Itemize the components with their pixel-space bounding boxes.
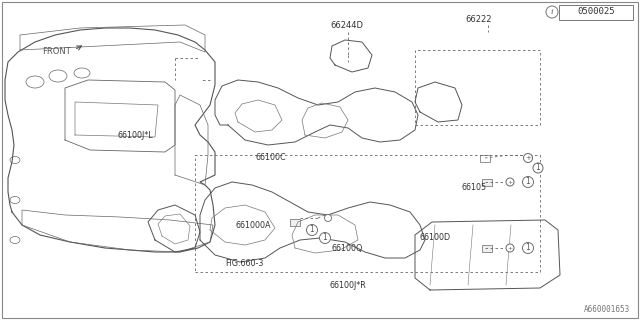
Ellipse shape [74, 68, 90, 78]
Text: 66222: 66222 [465, 15, 492, 25]
Circle shape [522, 177, 534, 188]
Text: 66244D: 66244D [330, 20, 363, 29]
Circle shape [546, 6, 558, 18]
Text: 66105: 66105 [462, 183, 487, 193]
Text: 66100D: 66100D [420, 233, 451, 242]
Circle shape [533, 163, 543, 173]
Circle shape [324, 214, 332, 221]
Ellipse shape [10, 236, 20, 244]
Text: FRONT: FRONT [42, 47, 71, 57]
Text: 1: 1 [536, 164, 540, 172]
FancyBboxPatch shape [559, 5, 633, 20]
Ellipse shape [10, 156, 20, 164]
Bar [480, 155, 490, 162]
Circle shape [307, 225, 317, 236]
Text: 66100C: 66100C [255, 153, 285, 162]
Circle shape [506, 244, 514, 252]
Text: i: i [550, 8, 554, 16]
Text: 0500025: 0500025 [577, 7, 615, 17]
Bar [482, 179, 492, 186]
Text: A660001653: A660001653 [584, 305, 630, 314]
Text: 66100Q: 66100Q [332, 244, 364, 252]
Bar [482, 245, 492, 252]
Text: +: + [525, 155, 531, 161]
Ellipse shape [10, 196, 20, 204]
Text: +: + [508, 245, 513, 251]
Ellipse shape [26, 76, 44, 88]
Text: 66100J*L: 66100J*L [118, 132, 154, 140]
Circle shape [319, 233, 330, 244]
Ellipse shape [49, 70, 67, 82]
Text: +: + [508, 180, 513, 185]
Bar [290, 219, 300, 226]
Text: 1: 1 [525, 244, 531, 252]
Circle shape [524, 154, 532, 163]
Text: 66100J*R: 66100J*R [330, 281, 367, 290]
Text: 1: 1 [310, 226, 314, 235]
Text: FIG.660-3: FIG.660-3 [225, 259, 264, 268]
Text: 661000A: 661000A [235, 221, 271, 230]
Text: 1: 1 [323, 234, 328, 243]
Text: 1: 1 [525, 178, 531, 187]
Circle shape [506, 178, 514, 186]
Circle shape [522, 243, 534, 253]
